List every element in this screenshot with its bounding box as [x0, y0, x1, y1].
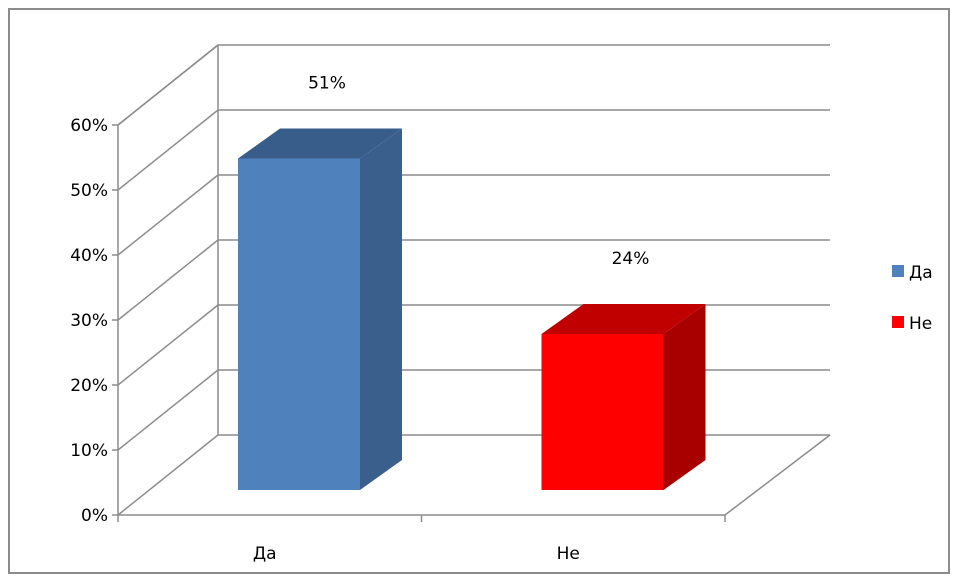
gridline-diagonal — [117, 174, 219, 256]
bar-top-2 — [541, 304, 706, 334]
data-label-2: 24% — [612, 249, 650, 269]
legend: Да Не — [892, 263, 933, 334]
y-tick-label: 0% — [81, 506, 108, 526]
gridline-diagonal — [117, 44, 219, 126]
legend-label-da: Да — [909, 263, 933, 283]
bar-top-1 — [238, 128, 402, 159]
y-tick-label: 50% — [70, 181, 108, 201]
gridline-diagonal — [117, 304, 219, 386]
legend-label-ne: Не — [909, 314, 932, 334]
gridline-diagonal — [117, 239, 219, 321]
legend-swatch-da — [892, 265, 904, 277]
axes — [112, 124, 726, 522]
floor-right-edge — [724, 434, 831, 516]
legend-swatch-ne — [892, 316, 904, 328]
y-tick-label: 40% — [70, 246, 108, 266]
y-tick-label: 10% — [70, 441, 108, 461]
x-category-label: Не — [557, 544, 580, 564]
chart-frame — [8, 8, 950, 574]
x-category-label: Да — [253, 544, 277, 564]
labels: 0% 10% 20% 30% 40% 50% 60% 51% Да 24% Не — [70, 74, 649, 565]
y-tick-label: 60% — [70, 116, 108, 136]
bar-side-1 — [360, 128, 402, 490]
gridline-diagonal — [117, 109, 219, 191]
gridline-diagonal — [117, 369, 219, 451]
bar-front-2 — [541, 334, 664, 490]
bar-front-1 — [238, 158, 360, 490]
y-tick-label: 20% — [70, 376, 108, 396]
y-tick-label: 30% — [70, 311, 108, 331]
gridline-diagonal — [117, 434, 219, 516]
data-label-1: 51% — [308, 74, 346, 94]
bar-side-2 — [663, 304, 706, 490]
bars — [238, 128, 706, 490]
chart-walls — [117, 44, 831, 516]
gridlines — [117, 44, 830, 516]
